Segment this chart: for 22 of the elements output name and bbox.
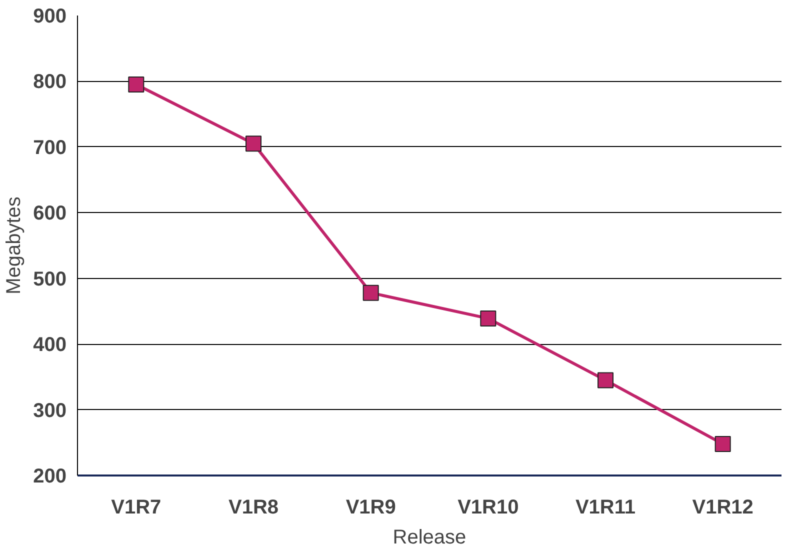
y-tick-label: 200: [33, 466, 67, 488]
x-axis-title: Release: [392, 526, 466, 548]
y-tick-label: 600: [33, 202, 67, 225]
y-tick-label: 700: [33, 136, 67, 159]
point: [362, 284, 379, 301]
point: [246, 136, 262, 152]
point: [598, 372, 614, 388]
x-tick-label: V1R11: [575, 496, 636, 518]
point: [714, 436, 731, 452]
x-tick-label: V1R7: [111, 496, 162, 518]
x-tick-label: V1R10: [458, 496, 519, 518]
x-tick-label: V1R8: [228, 496, 279, 518]
y-tick-label: 500: [33, 268, 67, 290]
point: [128, 76, 144, 92]
y-axis-title: Megabytes: [3, 196, 26, 294]
y-tick-label: 400: [33, 334, 67, 356]
y-tick-label: 300: [33, 400, 67, 422]
y-tick-label: 800: [33, 71, 67, 94]
y-tick-label: 900: [33, 6, 67, 28]
x-tick-label: V1R9: [346, 496, 396, 518]
x-tick-label: V1R12: [692, 496, 754, 518]
point: [480, 310, 496, 326]
